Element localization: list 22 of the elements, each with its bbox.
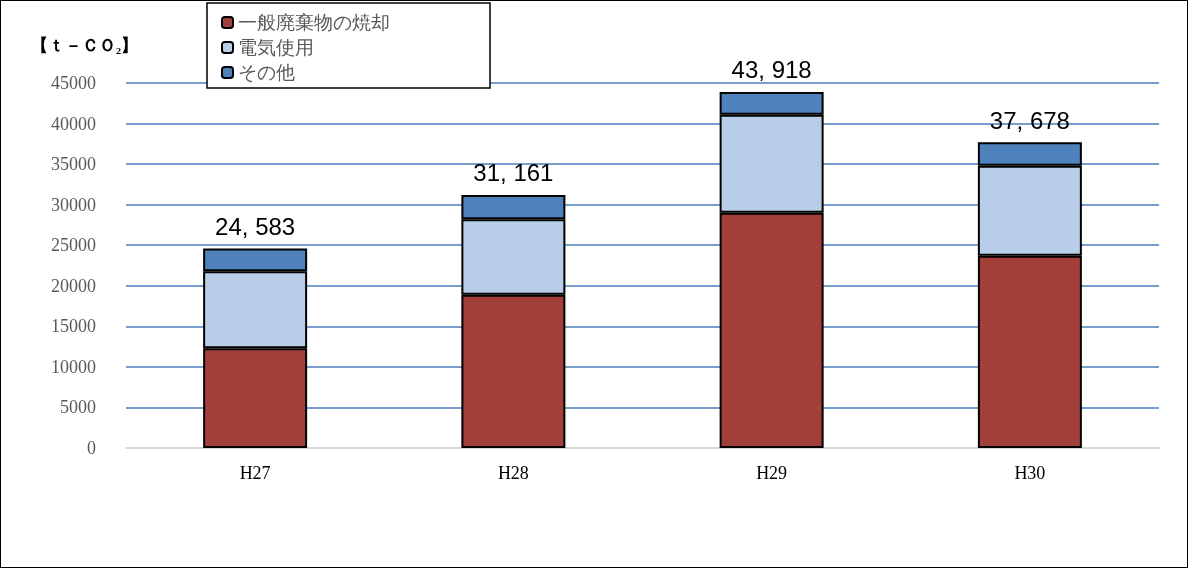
total-label: 24, 583 <box>215 212 296 240</box>
x-tick-label: H29 <box>756 463 788 483</box>
y-axis-title: 【ｔ－ＣＯ₂】 <box>31 36 139 55</box>
legend-label: その他 <box>238 62 295 83</box>
x-tick-label: H28 <box>497 463 529 483</box>
y-tick-label: 45000 <box>51 73 96 93</box>
legend-label: 電気使用 <box>238 37 314 58</box>
y-tick-label: 0 <box>87 438 96 458</box>
y-tick-label: 40000 <box>51 113 96 134</box>
y-tick-label: 25000 <box>51 235 96 256</box>
y-tick-label: 35000 <box>51 154 96 175</box>
total-label: 37, 678 <box>989 106 1070 134</box>
legend-label: 一般廃棄物の焼却 <box>238 12 390 33</box>
x-tick-label: H30 <box>1014 463 1046 483</box>
y-tick-label: 5000 <box>60 397 96 418</box>
y-tick-label: 20000 <box>51 275 96 296</box>
y-tick-label: 30000 <box>51 194 96 215</box>
total-label: 43, 918 <box>731 56 812 84</box>
total-label: 31, 161 <box>473 159 554 187</box>
y-tick-label: 15000 <box>51 316 96 337</box>
x-tick-label: H27 <box>239 463 271 483</box>
y-tick-label: 10000 <box>51 356 96 377</box>
